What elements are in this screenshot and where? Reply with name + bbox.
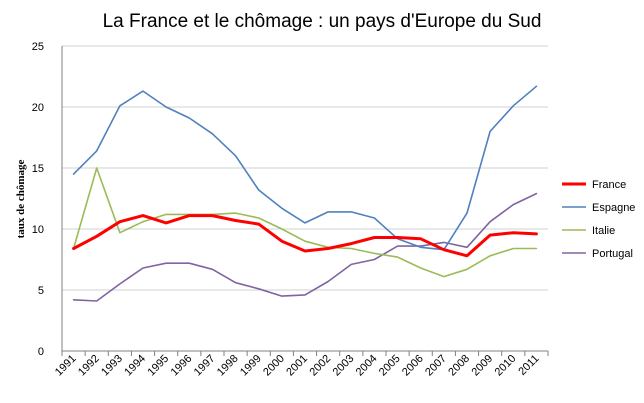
series-line-france: [72, 214, 538, 258]
y-tick-label: 5: [38, 285, 44, 297]
x-tick-label: 2002: [307, 353, 333, 379]
x-tick-label: 1991: [53, 353, 79, 379]
legend: France Espagne Italie Portugal: [562, 179, 635, 260]
series-line-portugal: [72, 192, 538, 302]
legend-label-portugal: Portugal: [592, 248, 633, 260]
x-tick-label: 2011: [516, 353, 541, 378]
y-tick-label: 25: [32, 41, 44, 53]
y-tick-label: 15: [32, 163, 44, 175]
series-lines: [72, 85, 538, 302]
legend-label-espagne: Espagne: [592, 202, 635, 214]
axes: [61, 46, 549, 356]
x-tick-label: 2006: [400, 353, 426, 379]
x-tick-label: 1995: [145, 353, 171, 379]
x-tick-label: 1994: [122, 353, 148, 379]
x-tick-label: 2004: [354, 353, 380, 379]
x-tick-label: 2000: [261, 353, 287, 379]
x-tick-label: 2010: [493, 353, 519, 379]
legend-label-france: France: [592, 179, 626, 191]
x-tick-label: 1992: [76, 353, 102, 379]
x-tick-label: 1993: [99, 353, 125, 379]
x-tick-label: 2007: [423, 353, 449, 379]
x-tick-labels: 1991199219931994199519961997199819992000…: [53, 353, 542, 379]
x-tick-label: 1999: [238, 353, 264, 379]
y-tick-label: 20: [32, 102, 44, 114]
x-tick-label: 1998: [215, 353, 241, 379]
x-tick-label: 1997: [192, 353, 218, 379]
y-tick-labels: 0 5 10 15 20 25: [32, 41, 44, 358]
series-line-espagne: [72, 85, 538, 251]
x-tick-label: 1996: [169, 353, 195, 379]
y-tick-label: 10: [32, 224, 44, 236]
y-tick-label: 0: [38, 346, 44, 358]
x-tick-label: 2005: [377, 353, 403, 379]
x-tick-label: 2003: [331, 353, 357, 379]
gridlines: [62, 45, 548, 291]
chart-title: La France et le chômage : un pays d'Euro…: [103, 11, 542, 32]
x-tick-label: 2008: [446, 353, 472, 379]
x-tick-label: 2001: [284, 353, 310, 379]
x-tick-label: 2009: [469, 353, 495, 379]
legend-label-italie: Italie: [592, 225, 615, 237]
y-axis-label: taux de chômage: [15, 159, 27, 238]
